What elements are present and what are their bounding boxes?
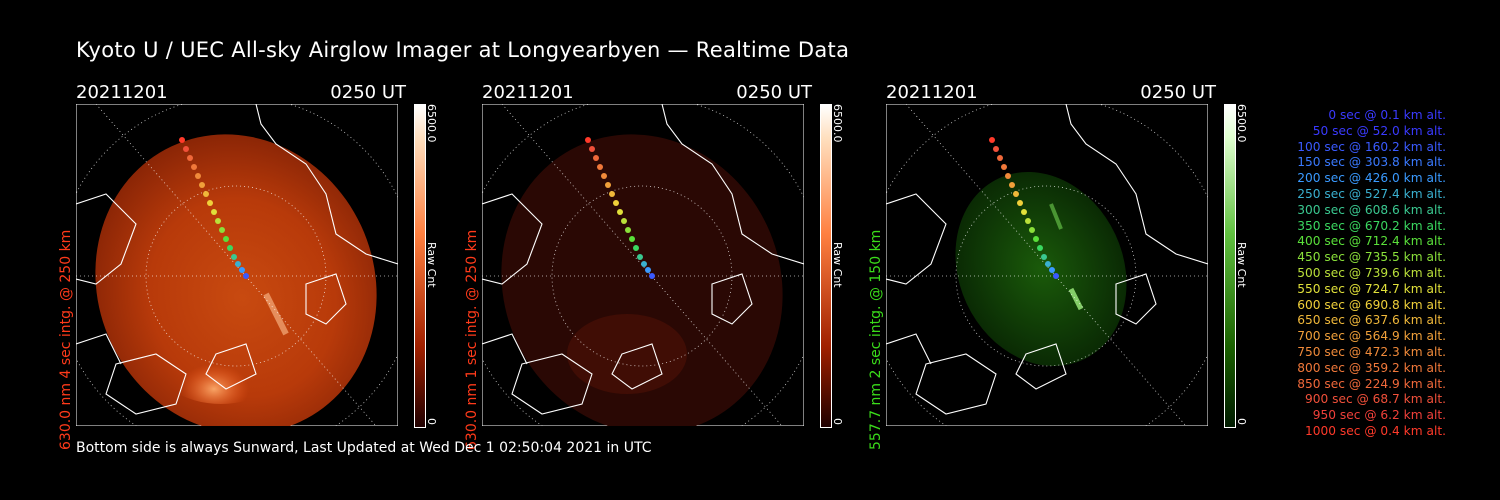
colorbar-max: 6500.0 xyxy=(831,104,844,143)
panel-630nm-4s: 20211201 0250 UT xyxy=(58,82,406,450)
panel-side-label: 630.0 nm 4 sec intg. @ 250 km xyxy=(58,229,74,450)
panel-side-label: 630.0 nm 1 sec intg. @ 250 km xyxy=(464,229,480,450)
legend-item: 800 sec @ 359.2 km alt. xyxy=(1297,360,1446,375)
colorbar-unit: Raw Cnt xyxy=(831,242,844,288)
colorbar-min: 0 xyxy=(1235,418,1248,425)
panel-557nm-2s: 20211201 0250 UT xyxy=(868,82,1216,450)
footer-note: Bottom side is always Sunward, Last Upda… xyxy=(76,440,652,456)
colorbar-unit: Raw Cnt xyxy=(425,242,438,288)
colorbar xyxy=(820,104,832,428)
panel-time: 0250 UT xyxy=(1140,82,1216,103)
legend-item: 950 sec @ 6.2 km alt. xyxy=(1312,408,1446,423)
altitude-legend: 0 sec @ 0.1 km alt. 50 sec @ 52.0 km alt.… xyxy=(1256,108,1446,440)
colorbar xyxy=(414,104,426,428)
legend-item: 850 sec @ 224.9 km alt. xyxy=(1297,376,1446,391)
legend-item: 100 sec @ 160.2 km alt. xyxy=(1297,139,1446,154)
allsky-image xyxy=(886,104,1208,426)
panel-date: 20211201 xyxy=(76,82,168,103)
legend-item: 200 sec @ 426.0 km alt. xyxy=(1297,171,1446,186)
panel-date: 20211201 xyxy=(886,82,978,103)
legend-item: 400 sec @ 712.4 km alt. xyxy=(1297,234,1446,249)
legend-item: 750 sec @ 472.3 km alt. xyxy=(1297,344,1446,359)
legend-item: 600 sec @ 690.8 km alt. xyxy=(1297,297,1446,312)
legend-item: 450 sec @ 735.5 km alt. xyxy=(1297,250,1446,265)
legend-item: 900 sec @ 68.7 km alt. xyxy=(1305,392,1446,407)
legend-item: 350 sec @ 670.2 km alt. xyxy=(1297,218,1446,233)
trajectory-dots xyxy=(179,137,249,279)
panel-side-label: 557.7 nm 2 sec intg. @ 150 km xyxy=(868,229,884,450)
legend-item: 550 sec @ 724.7 km alt. xyxy=(1297,281,1446,296)
legend-item: 1000 sec @ 0.4 km alt. xyxy=(1305,423,1446,438)
allsky-image xyxy=(482,104,804,426)
trajectory-dots xyxy=(585,137,655,279)
colorbar-max: 6500.0 xyxy=(425,104,438,143)
colorbar-unit: Raw Cnt xyxy=(1235,242,1248,288)
legend-item: 650 sec @ 637.6 km alt. xyxy=(1297,313,1446,328)
legend-item: 500 sec @ 739.6 km alt. xyxy=(1297,265,1446,280)
panel-date: 20211201 xyxy=(482,82,574,103)
colorbar-min: 0 xyxy=(425,418,438,425)
colorbar xyxy=(1224,104,1236,428)
colorbar-min: 0 xyxy=(831,418,844,425)
panel-630nm-1s: 20211201 0250 UT xyxy=(464,82,812,450)
legend-item: 0 sec @ 0.1 km alt. xyxy=(1328,108,1446,122)
legend-item: 150 sec @ 303.8 km alt. xyxy=(1297,155,1446,170)
page-title: Kyoto U / UEC All-sky Airglow Imager at … xyxy=(76,38,850,62)
legend-item: 50 sec @ 52.0 km alt. xyxy=(1312,123,1446,138)
panel-time: 0250 UT xyxy=(330,82,406,103)
panel-time: 0250 UT xyxy=(736,82,812,103)
legend-item: 700 sec @ 564.9 km alt. xyxy=(1297,329,1446,344)
trajectory-dots xyxy=(989,137,1059,279)
legend-item: 300 sec @ 608.6 km alt. xyxy=(1297,202,1446,217)
allsky-image xyxy=(76,104,398,426)
colorbar-max: 6500.0 xyxy=(1235,104,1248,143)
legend-item: 250 sec @ 527.4 km alt. xyxy=(1297,186,1446,201)
